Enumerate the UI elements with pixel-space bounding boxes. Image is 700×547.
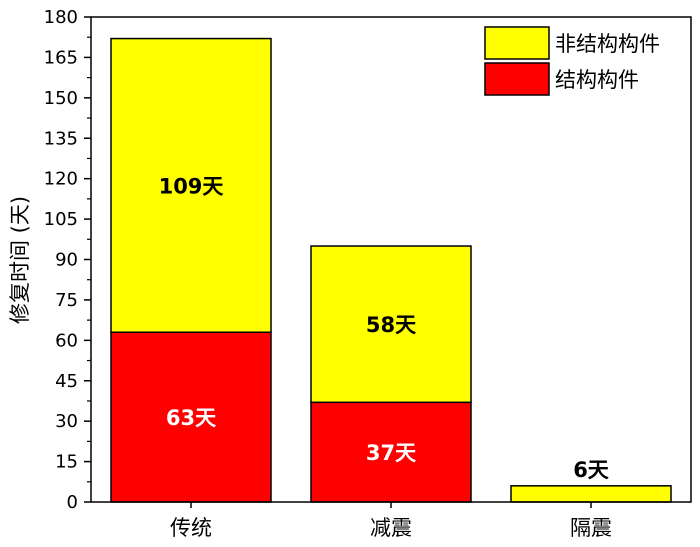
y-tick-label: 45 (55, 371, 78, 392)
y-tick-label: 105 (44, 209, 78, 230)
y-tick-label: 75 (55, 290, 78, 311)
x-axis-ticks: 传统 减震 隔震 (170, 502, 612, 540)
x-tick-label: 隔震 (570, 516, 612, 540)
y-tick-label: 90 (55, 250, 78, 271)
bar-segment (310, 245, 472, 404)
y-tick-label: 135 (44, 128, 78, 149)
legend-label: 结构构件 (555, 68, 639, 92)
data-label: 58天 (366, 313, 417, 337)
y-tick-label: 165 (44, 47, 78, 68)
y-tick-label: 30 (55, 411, 78, 432)
data-label: 37天 (366, 441, 417, 465)
y-tick-label: 150 (44, 88, 78, 109)
legend-swatch (484, 62, 550, 96)
data-label: 109天 (159, 174, 225, 198)
bar-labels-layer: 63天 109天 37天 58天 6天 (159, 174, 610, 481)
y-tick-label: 15 (55, 452, 78, 473)
y-tick-label: 180 (44, 7, 78, 28)
y-tick-label: 120 (44, 169, 78, 190)
bar-segment (110, 37, 272, 334)
data-label: 6天 (573, 458, 610, 482)
legend-label: 非结构构件 (555, 32, 660, 56)
legend-swatch (484, 26, 550, 60)
y-tick-label: 60 (55, 330, 78, 351)
bar-segment (110, 331, 272, 503)
bars-layer (110, 37, 672, 503)
y-axis-ticks: 0 15 30 45 60 75 90 105 120 135 150 165 180 (44, 7, 91, 513)
bar-segment (510, 485, 672, 503)
data-label: 63天 (166, 406, 217, 430)
x-tick-label: 传统 (170, 516, 212, 540)
y-axis-title: 修复时间 (天) (8, 196, 32, 324)
y-tick-label: 0 (67, 492, 78, 513)
x-tick-label: 减震 (370, 516, 412, 540)
